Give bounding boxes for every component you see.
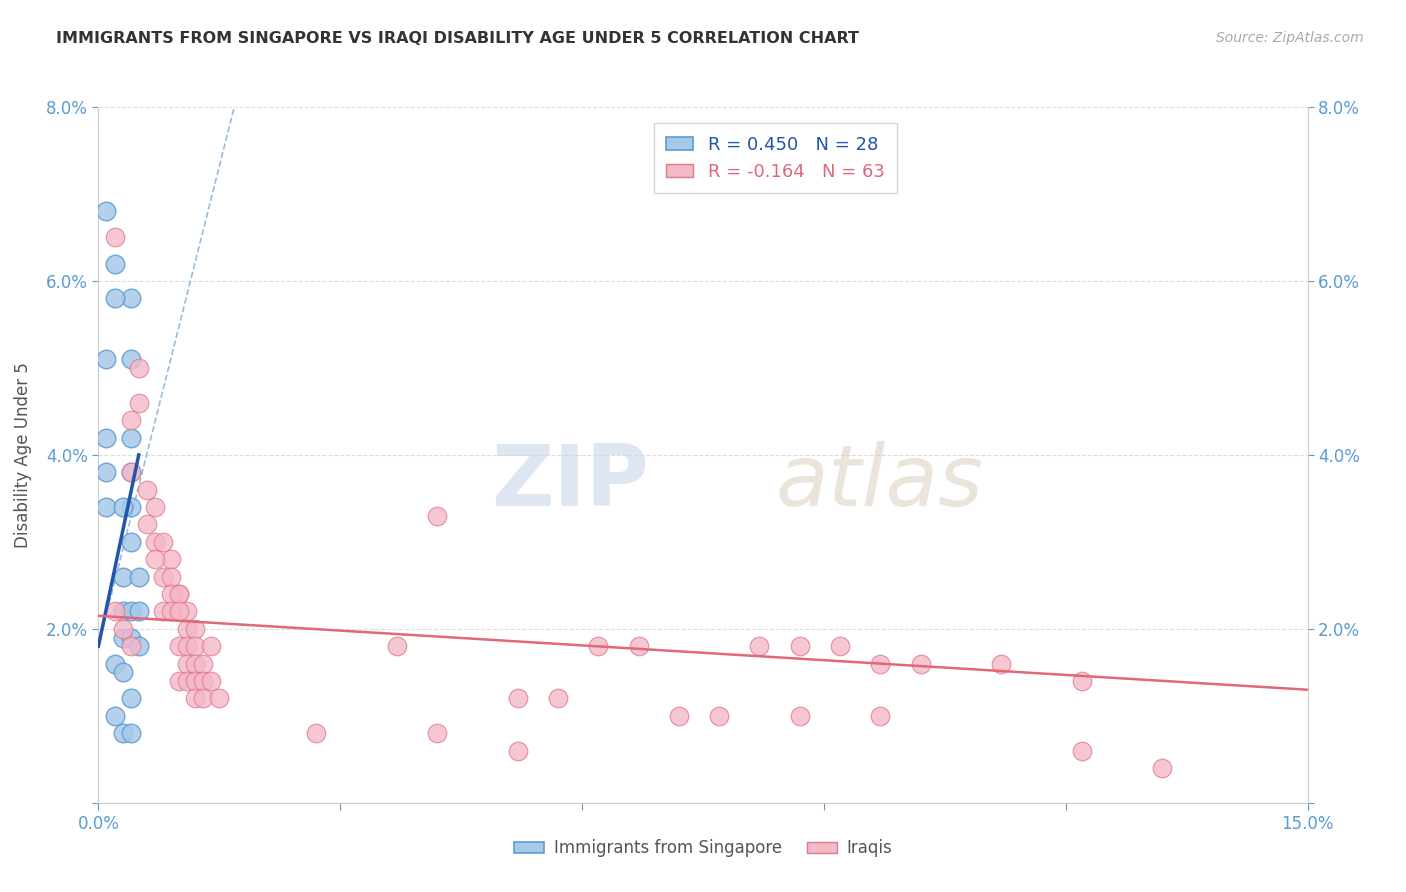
Point bbox=[160, 587, 183, 601]
Point bbox=[120, 500, 142, 514]
Point bbox=[111, 570, 134, 584]
Point bbox=[547, 691, 569, 706]
Point bbox=[184, 622, 207, 636]
Point bbox=[143, 535, 166, 549]
Text: atlas: atlas bbox=[776, 442, 984, 524]
Point bbox=[120, 639, 142, 653]
Point bbox=[193, 657, 215, 671]
Point bbox=[184, 691, 207, 706]
Point bbox=[167, 639, 190, 653]
Point bbox=[176, 605, 198, 619]
Point bbox=[120, 631, 142, 645]
Point bbox=[176, 622, 198, 636]
Point bbox=[184, 657, 207, 671]
Point bbox=[426, 508, 449, 523]
Point bbox=[120, 291, 142, 305]
Point bbox=[143, 500, 166, 514]
Point bbox=[120, 413, 142, 427]
Point bbox=[385, 639, 408, 653]
Point bbox=[748, 639, 770, 653]
Point bbox=[128, 605, 150, 619]
Point bbox=[869, 708, 891, 723]
Point bbox=[103, 657, 125, 671]
Point bbox=[200, 639, 222, 653]
Point bbox=[176, 657, 198, 671]
Point bbox=[103, 605, 125, 619]
Point bbox=[208, 691, 231, 706]
Point bbox=[103, 257, 125, 271]
Point bbox=[128, 639, 150, 653]
Point bbox=[111, 622, 134, 636]
Point bbox=[111, 631, 134, 645]
Point bbox=[96, 500, 118, 514]
Point bbox=[828, 639, 851, 653]
Point bbox=[506, 691, 529, 706]
Point bbox=[111, 500, 134, 514]
Point bbox=[96, 466, 118, 480]
Point bbox=[184, 674, 207, 689]
Point bbox=[128, 396, 150, 410]
Y-axis label: Disability Age Under 5: Disability Age Under 5 bbox=[14, 362, 32, 548]
Point bbox=[120, 466, 142, 480]
Point bbox=[910, 657, 932, 671]
Point bbox=[111, 665, 134, 680]
Point bbox=[128, 360, 150, 375]
Point bbox=[426, 726, 449, 740]
Point bbox=[160, 552, 183, 566]
Point bbox=[869, 657, 891, 671]
Point bbox=[193, 691, 215, 706]
Legend: Immigrants from Singapore, Iraqis: Immigrants from Singapore, Iraqis bbox=[508, 833, 898, 864]
Point bbox=[96, 204, 118, 219]
Point bbox=[152, 605, 174, 619]
Point bbox=[167, 587, 190, 601]
Point bbox=[103, 230, 125, 244]
Point bbox=[1070, 674, 1092, 689]
Point bbox=[135, 517, 157, 532]
Point bbox=[111, 726, 134, 740]
Point bbox=[167, 674, 190, 689]
Text: Source: ZipAtlas.com: Source: ZipAtlas.com bbox=[1216, 31, 1364, 45]
Point bbox=[120, 535, 142, 549]
Point bbox=[586, 639, 609, 653]
Point bbox=[167, 605, 190, 619]
Point bbox=[120, 431, 142, 445]
Point bbox=[120, 466, 142, 480]
Point bbox=[627, 639, 650, 653]
Point bbox=[128, 570, 150, 584]
Point bbox=[152, 570, 174, 584]
Point bbox=[990, 657, 1012, 671]
Point bbox=[120, 726, 142, 740]
Point bbox=[120, 605, 142, 619]
Point bbox=[668, 708, 690, 723]
Point bbox=[143, 552, 166, 566]
Point bbox=[167, 587, 190, 601]
Point bbox=[160, 570, 183, 584]
Text: IMMIGRANTS FROM SINGAPORE VS IRAQI DISABILITY AGE UNDER 5 CORRELATION CHART: IMMIGRANTS FROM SINGAPORE VS IRAQI DISAB… bbox=[56, 31, 859, 46]
Point bbox=[707, 708, 730, 723]
Point bbox=[305, 726, 328, 740]
Point bbox=[506, 744, 529, 758]
Text: ZIP: ZIP bbox=[491, 442, 648, 524]
Point bbox=[160, 605, 183, 619]
Point bbox=[96, 431, 118, 445]
Point bbox=[152, 535, 174, 549]
Point bbox=[789, 708, 811, 723]
Point bbox=[103, 708, 125, 723]
Point bbox=[200, 674, 222, 689]
Point bbox=[789, 639, 811, 653]
Point bbox=[103, 291, 125, 305]
Point bbox=[176, 674, 198, 689]
Point bbox=[1152, 761, 1174, 775]
Point bbox=[111, 605, 134, 619]
Point bbox=[1070, 744, 1092, 758]
Point bbox=[184, 639, 207, 653]
Point bbox=[120, 691, 142, 706]
Point bbox=[135, 483, 157, 497]
Point bbox=[176, 639, 198, 653]
Point bbox=[120, 352, 142, 367]
Point bbox=[193, 674, 215, 689]
Point bbox=[96, 352, 118, 367]
